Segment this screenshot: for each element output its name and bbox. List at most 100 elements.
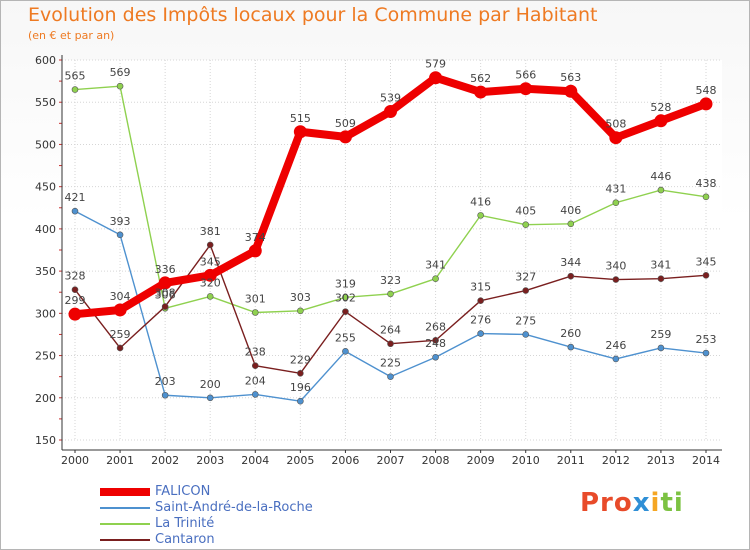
data-point-la-trinite [522, 221, 530, 228]
data-point-saint-andre-de-la-roche [387, 373, 394, 380]
data-label-cantaron: 268 [425, 320, 446, 333]
data-label-la-trinite: 301 [245, 292, 266, 305]
data-label-cantaron: 327 [515, 271, 536, 284]
legend-swatch-saint-andre [100, 507, 150, 509]
data-label-falicon: 566 [515, 69, 536, 82]
y-tick-label: 500 [35, 138, 56, 151]
x-tick-label: 2004 [241, 454, 269, 467]
data-point-la-trinite [657, 186, 665, 194]
x-tick-label: 2006 [331, 454, 359, 467]
data-label-la-trinite: 569 [110, 66, 131, 79]
data-label-saint-andre-de-la-roche: 421 [65, 191, 86, 204]
data-point-falicon [203, 268, 217, 282]
data-label-falicon: 563 [560, 71, 581, 84]
data-point-cantaron [522, 287, 530, 294]
y-tick-label: 250 [35, 350, 56, 363]
data-point-la-trinite [116, 82, 124, 90]
data-point-falicon [429, 71, 443, 85]
data-point-saint-andre-de-la-roche [657, 344, 665, 352]
x-tick-label: 2013 [647, 454, 675, 467]
x-tick-label: 2007 [377, 454, 405, 467]
data-label-saint-andre-de-la-roche: 260 [560, 327, 581, 340]
data-point-la-trinite [387, 290, 394, 298]
x-tick-label: 2014 [692, 454, 720, 467]
x-tick-label: 2003 [196, 454, 224, 467]
data-point-la-trinite [702, 193, 710, 201]
data-label-falicon: 304 [110, 290, 131, 303]
legend-label: La Trinité [155, 516, 215, 531]
data-label-falicon: 374 [245, 231, 266, 244]
legend-label: FALICON [155, 484, 211, 499]
data-label-falicon: 515 [290, 112, 311, 125]
data-label-falicon: 345 [200, 255, 221, 268]
data-point-falicon [654, 114, 668, 128]
data-point-cantaron [71, 286, 79, 293]
proxiti-logo: Proxiti [580, 488, 684, 518]
x-tick-label: 2005 [286, 454, 314, 467]
data-point-cantaron [657, 275, 665, 283]
data-point-la-trinite [71, 86, 79, 93]
data-point-cantaron [342, 308, 349, 315]
data-point-saint-andre-de-la-roche [702, 349, 710, 357]
chart-title: Evolution des Impôts locaux pour la Comm… [28, 4, 598, 26]
data-label-saint-andre-de-la-roche: 255 [335, 331, 356, 344]
x-tick-label: 2000 [61, 454, 89, 467]
data-label-cantaron: 229 [290, 353, 311, 366]
data-label-falicon: 548 [696, 84, 717, 97]
data-point-cantaron [612, 276, 620, 283]
data-label-la-trinite: 306 [155, 288, 176, 301]
data-point-falicon [699, 97, 713, 111]
data-point-saint-andre-de-la-roche [567, 343, 575, 351]
data-label-cantaron: 315 [470, 281, 491, 294]
data-point-falicon [474, 85, 488, 99]
legend-swatch-la-trinite [100, 523, 150, 525]
data-label-cantaron: 344 [560, 256, 581, 269]
data-label-saint-andre-de-la-roche: 200 [200, 378, 221, 391]
data-label-la-trinite: 431 [605, 183, 626, 196]
x-tick-label: 2009 [467, 454, 495, 467]
data-point-falicon [158, 276, 172, 290]
data-point-saint-andre-de-la-roche [251, 391, 259, 398]
x-tick-label: 2002 [151, 454, 179, 467]
x-tick-label: 2010 [512, 454, 540, 467]
data-label-la-trinite: 323 [380, 274, 401, 287]
chart-subtitle: (en € et par an) [28, 29, 115, 42]
data-point-la-trinite [567, 220, 575, 228]
legend-label: Saint-André-de-la-Roche [155, 500, 313, 515]
data-point-cantaron [206, 241, 214, 249]
data-point-cantaron [297, 369, 304, 377]
data-point-la-trinite [251, 309, 259, 316]
x-tick-label: 2011 [557, 454, 585, 467]
y-tick-label: 600 [35, 54, 56, 67]
data-label-saint-andre-de-la-roche: 203 [155, 375, 176, 388]
legend-swatch-cantaron [100, 539, 150, 541]
data-point-cantaron [477, 297, 484, 304]
y-tick-label: 350 [35, 265, 56, 278]
y-tick-label: 200 [35, 392, 56, 405]
x-tick-label: 2008 [422, 454, 450, 467]
data-label-saint-andre-de-la-roche: 253 [696, 333, 717, 346]
data-label-cantaron: 345 [696, 255, 717, 268]
data-point-falicon [384, 105, 397, 119]
data-label-saint-andre-de-la-roche: 196 [290, 381, 311, 394]
data-label-la-trinite: 320 [200, 276, 221, 289]
data-point-cantaron [116, 344, 124, 352]
data-point-saint-andre-de-la-roche [116, 231, 124, 239]
data-point-saint-andre-de-la-roche [297, 397, 304, 405]
label-layer: 421 393 203 200 204 196 255 225 248 276 275 260 246 2… [65, 58, 717, 394]
data-point-la-trinite [297, 307, 304, 315]
data-label-la-trinite: 341 [425, 259, 446, 272]
data-label-saint-andre-de-la-roche: 275 [515, 314, 536, 327]
data-label-falicon: 579 [425, 58, 446, 71]
data-point-falicon [113, 303, 127, 317]
x-tick-label: 2012 [602, 454, 630, 467]
y-tick-label: 150 [35, 434, 56, 447]
data-point-saint-andre-de-la-roche [432, 353, 439, 361]
data-point-la-trinite [342, 293, 349, 301]
data-point-saint-andre-de-la-roche [71, 207, 79, 215]
data-label-saint-andre-de-la-roche: 204 [245, 374, 266, 387]
data-point-cantaron [702, 272, 710, 279]
x-tick-label: 2001 [106, 454, 134, 467]
data-point-falicon [68, 307, 82, 321]
